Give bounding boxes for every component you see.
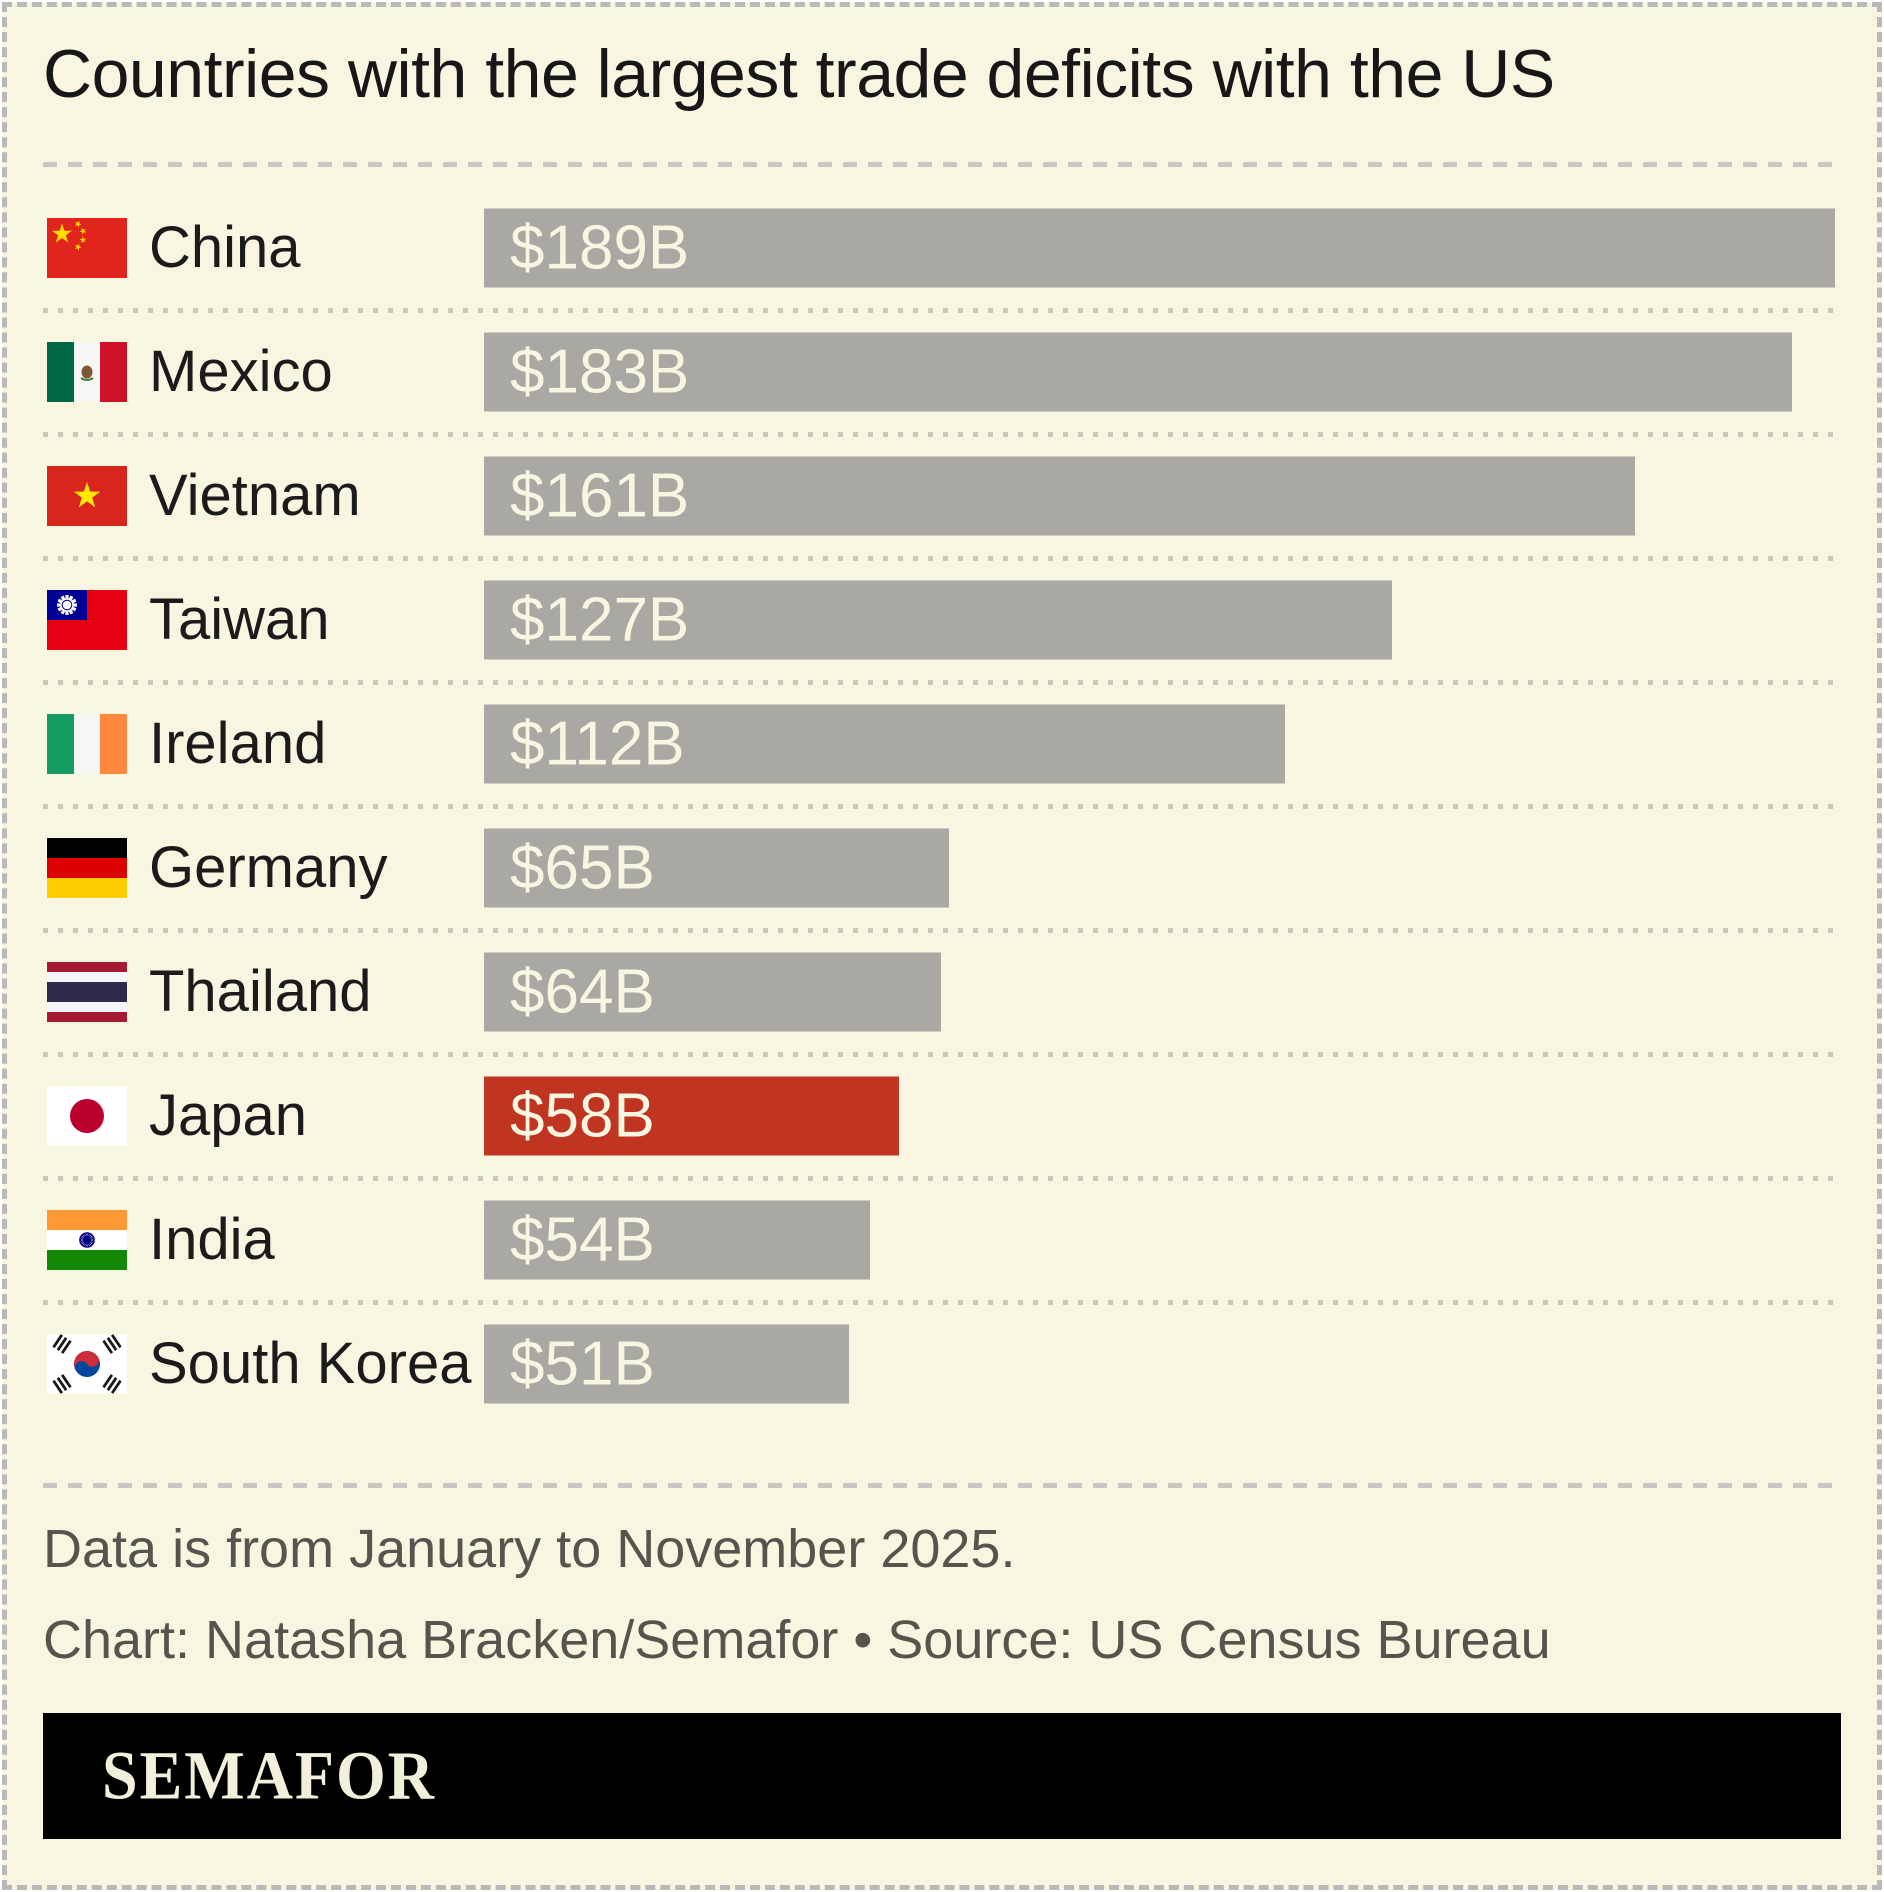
country-label: Mexico bbox=[149, 339, 333, 405]
footer-separator bbox=[43, 1482, 1841, 1488]
value-bar: $64B bbox=[484, 952, 941, 1032]
taiwan-flag-icon bbox=[47, 589, 127, 650]
footer-credit: Chart: Natasha Bracken/Semafor • Source:… bbox=[43, 1610, 1551, 1671]
bar-value-label: $58B bbox=[510, 1081, 655, 1151]
bar-value-label: $51B bbox=[510, 1329, 655, 1399]
semafor-logo: SEMAFOR bbox=[102, 1736, 436, 1814]
bar-value-label: $161B bbox=[510, 461, 690, 531]
country-label: Vietnam bbox=[149, 463, 361, 529]
value-bar: $65B bbox=[484, 828, 949, 908]
bar-value-label: $189B bbox=[510, 213, 690, 283]
value-bar: $183B bbox=[484, 332, 1792, 412]
country-label: Thailand bbox=[149, 959, 372, 1025]
country-label: China bbox=[149, 215, 301, 281]
country-label: South Korea bbox=[149, 1331, 472, 1397]
logo-banner: SEMAFOR bbox=[43, 1712, 1841, 1839]
bar-value-label: $54B bbox=[510, 1205, 655, 1275]
germany-flag-icon bbox=[47, 837, 127, 898]
ireland-flag-icon bbox=[47, 713, 127, 774]
country-row: China $189B bbox=[43, 186, 1841, 313]
country-row: Mexico $183B bbox=[43, 310, 1841, 437]
country-label: Japan bbox=[149, 1083, 308, 1149]
chart-rows: China $189B Mexico $183B Vietnam $161B Taiwan $… bbox=[43, 186, 1841, 1426]
country-label: Ireland bbox=[149, 711, 327, 777]
mexico-flag-icon bbox=[47, 341, 127, 402]
vietnam-flag-icon bbox=[47, 465, 127, 526]
value-bar: $127B bbox=[484, 580, 1392, 660]
japan-flag-icon bbox=[47, 1085, 127, 1146]
value-bar: $189B bbox=[484, 208, 1835, 288]
country-row: India $54B bbox=[43, 1178, 1841, 1305]
bar-value-label: $127B bbox=[510, 585, 690, 655]
country-row: Thailand $64B bbox=[43, 930, 1841, 1057]
value-bar: $112B bbox=[484, 704, 1285, 784]
value-bar: $58B bbox=[484, 1076, 899, 1156]
country-row: Vietnam $161B bbox=[43, 434, 1841, 561]
country-label: Germany bbox=[149, 835, 388, 901]
bar-value-label: $64B bbox=[510, 957, 655, 1027]
country-row: Taiwan $127B bbox=[43, 558, 1841, 685]
bar-value-label: $183B bbox=[510, 337, 690, 407]
value-bar: $51B bbox=[484, 1324, 849, 1404]
bar-value-label: $65B bbox=[510, 833, 655, 903]
china-flag-icon bbox=[47, 217, 127, 278]
country-label: Taiwan bbox=[149, 587, 330, 653]
thailand-flag-icon bbox=[47, 961, 127, 1022]
page-title: Countries with the largest trade deficit… bbox=[43, 36, 1555, 112]
country-row: Ireland $112B bbox=[43, 682, 1841, 809]
value-bar: $161B bbox=[484, 456, 1635, 536]
title-separator bbox=[43, 161, 1841, 167]
country-row: South Korea $51B bbox=[43, 1302, 1841, 1426]
value-bar: $54B bbox=[484, 1200, 870, 1280]
country-row: Japan $58B bbox=[43, 1054, 1841, 1181]
chart-content: Countries with the largest trade deficit… bbox=[43, 7, 1841, 1885]
bar-value-label: $112B bbox=[510, 709, 685, 779]
footer-note: Data is from January to November 2025. bbox=[43, 1518, 1016, 1579]
country-row: Germany $65B bbox=[43, 806, 1841, 933]
india-flag-icon bbox=[47, 1209, 127, 1270]
south-korea-flag-icon bbox=[47, 1333, 127, 1394]
country-label: India bbox=[149, 1207, 275, 1273]
